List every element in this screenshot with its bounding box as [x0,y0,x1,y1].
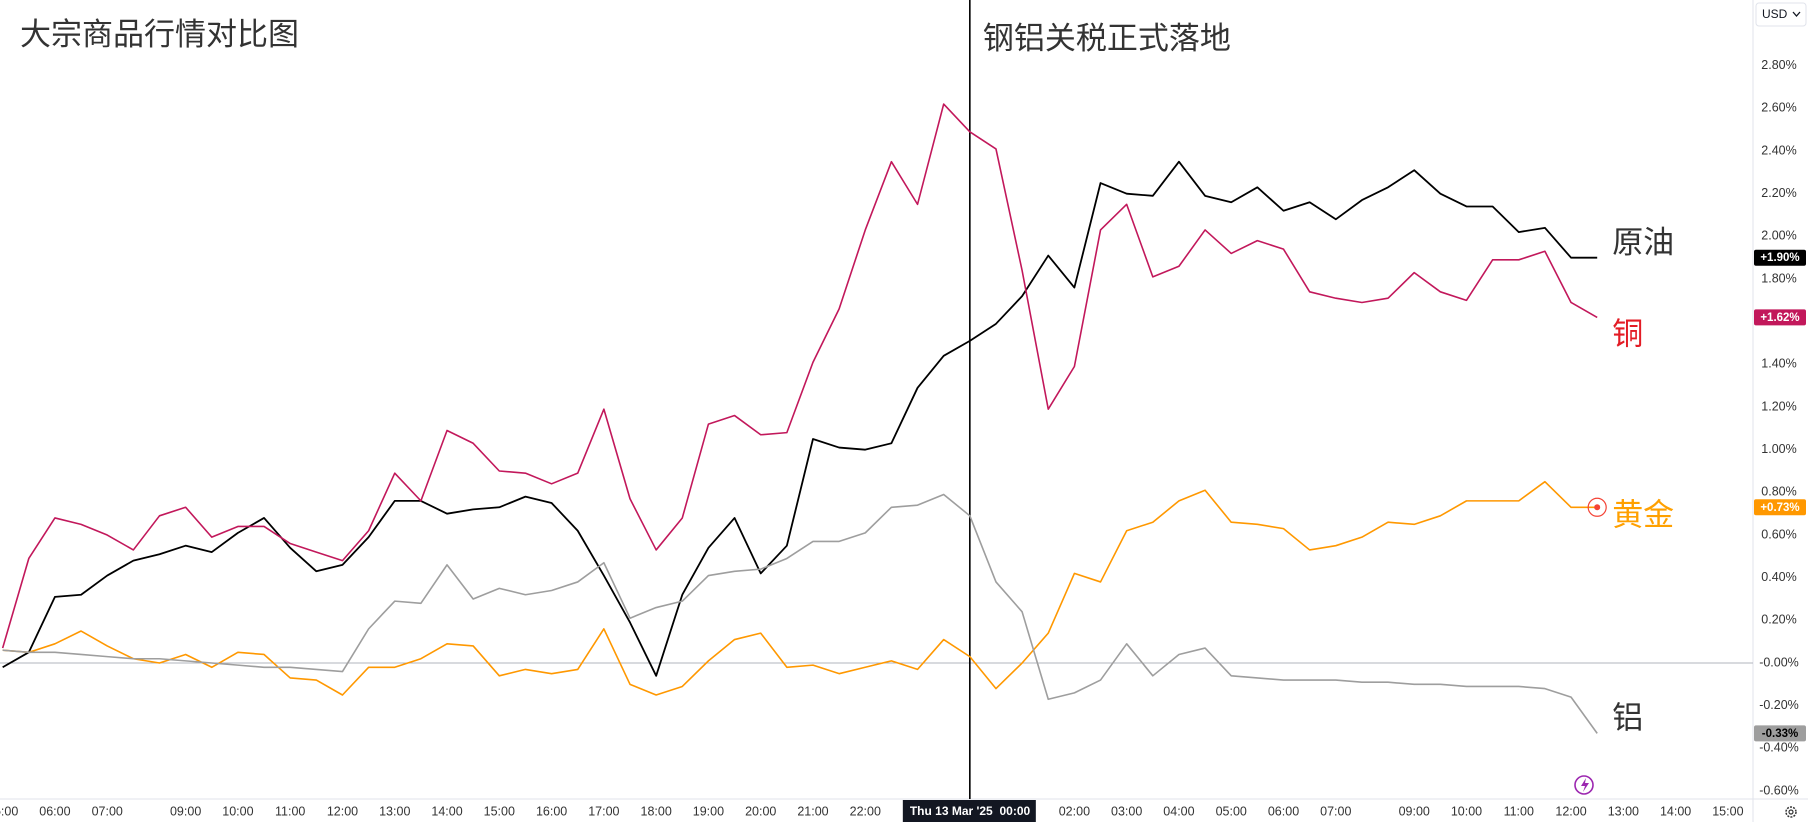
x-tick-label: 10:00 [222,804,253,818]
currency-button-frame[interactable] [1755,2,1807,27]
x-tick-label: 06:00 [1268,804,1299,818]
y-tick-label: 0.20% [1761,613,1796,627]
chart-title: 大宗商品行情对比图 [20,17,299,52]
x-tick-label: 22:00 [850,804,881,818]
x-tick-label: 00:00 [999,804,1030,818]
x-tick-label: 21:00 [797,804,828,818]
last-value-badge [1754,499,1806,516]
x-tick-label: 05:00 [1216,804,1247,818]
gear-outer[interactable] [1785,806,1797,818]
x-tick-label: 09:00 [1399,804,1430,818]
x-tick-label: 14:00 [1660,804,1691,818]
y-tick-label: 0.80% [1761,485,1796,499]
x-tick-label: 03:00 [1111,804,1142,818]
alert-icon[interactable] [1574,775,1594,795]
y-tick-label: 1.80% [1761,271,1796,285]
x-tick-label: 09:00 [170,804,201,818]
x-tick-label: 11:00 [275,804,305,818]
alert-bolt[interactable] [1581,778,1589,792]
y-tick-label: -0.00% [1759,655,1799,669]
end-marker-ring [1587,497,1607,517]
x-tick-label: 10:00 [1451,804,1482,818]
last-value-label: +1.90% [1760,252,1799,264]
last-value-label: +0.73% [1760,502,1799,514]
crosshair-date: Thu 13 Mar '25 [910,804,993,818]
x-tick-label: 12:00 [327,804,358,818]
dropdown-chevron[interactable] [1792,11,1801,17]
y-tick-label: 2.40% [1761,143,1796,157]
last-value-label: -0.33% [1762,728,1798,740]
series-name: 铝 [1612,701,1643,736]
last-value-badge [1754,249,1806,266]
x-tick-label: 15:00 [484,804,515,818]
x-tick-label: 12:00 [1555,804,1586,818]
y-tick-label: 1.40% [1761,357,1796,371]
x-tick-label: 16:00 [536,804,567,818]
y-tick-label: 2.60% [1761,101,1796,115]
x-tick-label: 11:00 [1504,804,1534,818]
x-tick-label: 07:00 [1320,804,1351,818]
currency-label[interactable]: USD [1762,7,1788,21]
x-tick-label: 02:00 [1059,804,1090,818]
x-tick-label: 18:00 [641,804,672,818]
x-tick-label: 19:00 [693,804,724,818]
y-tick-label: 0.40% [1761,570,1796,584]
alert-circle[interactable] [1574,775,1594,795]
y-tick-label: -0.60% [1759,783,1799,797]
x-tick-label: 13:00 [1608,804,1639,818]
x-tick-label: 05:00 [0,804,18,818]
series-line [1,103,1598,649]
y-tick-label: -0.20% [1759,698,1799,712]
y-tick-label: 1.00% [1761,442,1796,456]
x-tick-label: 14:00 [431,804,462,818]
series-name: 黄金 [1612,497,1674,532]
settings-icon[interactable] [1785,806,1797,818]
currency-button[interactable]: USD [1755,2,1807,27]
series-line [2,480,1598,696]
y-tick-label: 2.80% [1761,58,1796,72]
x-tick-label: 13:00 [379,804,410,818]
crosshair-box [902,800,1036,822]
event-label: 钢铝关税正式落地 [983,21,1231,56]
last-value-label: +1.62% [1760,312,1799,324]
series-line [2,493,1598,734]
x-tick-label: 20:00 [745,804,776,818]
x-tick-label: 15:00 [1712,804,1743,818]
last-value-badge [1754,309,1806,326]
x-tick-label: 06:00 [39,804,70,818]
y-tick-label: 1.20% [1761,399,1796,413]
x-tick-label: 17:00 [588,804,619,818]
y-tick-label: 0.60% [1761,527,1796,541]
series-name: 原油 [1612,225,1674,260]
last-value-badge [1754,725,1806,742]
end-marker-dot [1594,504,1601,511]
series-line [2,160,1598,677]
series-name: 铜 [1612,317,1643,352]
x-tick-label: 04:00 [1163,804,1194,818]
gear-inner[interactable] [1788,809,1794,815]
y-tick-label: 2.20% [1761,186,1796,200]
y-tick-label: -0.40% [1759,741,1799,755]
y-tick-label: 2.00% [1761,229,1796,243]
x-tick-label: 07:00 [92,804,123,818]
